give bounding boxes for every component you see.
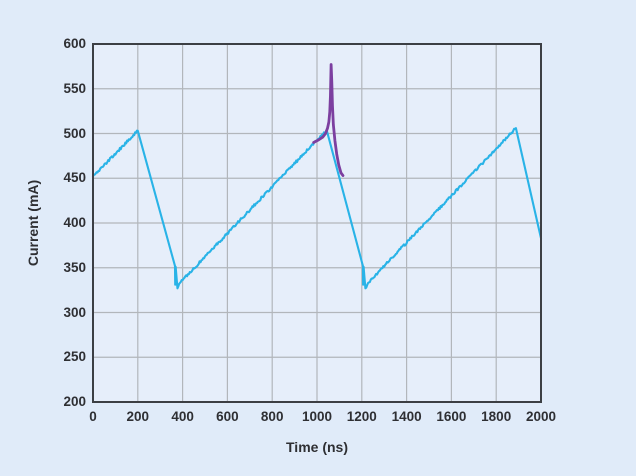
y-tick-label: 250: [63, 349, 86, 365]
y-tick-label: 500: [63, 125, 86, 141]
y-tick-label: 600: [63, 36, 86, 51]
y-tick-label: 450: [63, 170, 86, 186]
y-tick-label: 550: [63, 80, 86, 96]
y-tick-label: 300: [63, 304, 86, 320]
x-axis-title: Time (ns): [286, 439, 348, 455]
y-tick-label: 350: [63, 259, 86, 275]
x-tick-label: 0: [89, 409, 97, 424]
x-tick-label: 1200: [346, 409, 377, 424]
x-tick-label: 200: [126, 409, 150, 424]
x-tick-label: 1600: [436, 409, 467, 424]
y-axis-title: Current (mA): [25, 179, 41, 267]
x-tick-label: 400: [171, 409, 194, 424]
y-tick-label: 400: [63, 215, 86, 230]
x-tick-label: 600: [216, 409, 239, 424]
x-tick-label: 1400: [391, 409, 422, 424]
y-tick-label: 200: [63, 394, 86, 409]
x-tick-label: 800: [260, 409, 284, 424]
trace-switching-spike: [312, 63, 345, 177]
x-tick-label: 1800: [481, 409, 512, 424]
plot-border: [92, 43, 542, 403]
trace-inductor-current-sawtooth: [91, 127, 543, 290]
x-tick-label: 2000: [525, 409, 557, 424]
x-tick-label: 1000: [301, 409, 333, 424]
